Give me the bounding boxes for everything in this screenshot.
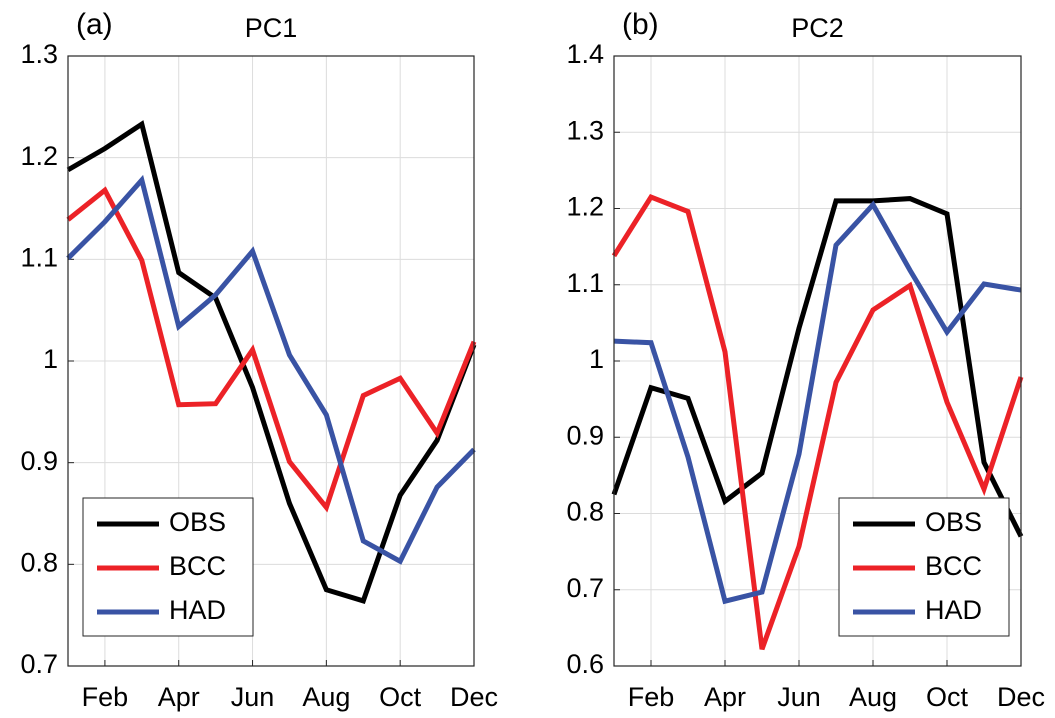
y-tick-label: 0.8 (566, 497, 604, 527)
series-line (66, 174, 476, 565)
x-tick-label: Oct (926, 682, 969, 712)
x-tick-label: Dec (450, 682, 498, 712)
panel-label: (a) (76, 8, 113, 41)
y-tick-label: 0.7 (20, 649, 58, 679)
legend-label: HAD (925, 595, 982, 625)
y-tick-label: 1.1 (20, 242, 58, 272)
y-tick-label: 0.9 (20, 446, 58, 476)
x-tick-label: Apr (704, 682, 746, 712)
series-line (66, 120, 477, 605)
legend-label: OBS (925, 507, 982, 537)
x-tick-label: Dec (997, 682, 1045, 712)
y-tick-label: 1.2 (566, 192, 604, 222)
plot-frame (613, 55, 1022, 667)
x-tick-label: Feb (82, 682, 129, 712)
x-tick-label: Feb (628, 682, 675, 712)
legend-label: BCC (169, 551, 226, 581)
chart-title: PC2 (791, 13, 844, 43)
series-line (611, 196, 1024, 538)
panel-label: (b) (622, 8, 659, 41)
x-tick-label: Oct (379, 682, 422, 712)
y-tick-label: 0.8 (20, 547, 58, 577)
chart-title: PC1 (245, 13, 298, 43)
y-tick-label: 0.6 (566, 649, 604, 679)
x-tick-label: Jun (777, 682, 821, 712)
x-tick-label: Aug (302, 682, 350, 712)
x-tick-label: Jun (231, 682, 275, 712)
series-line (66, 186, 477, 513)
y-tick-label: 1.2 (20, 141, 58, 171)
legend-label: HAD (169, 595, 226, 625)
legend-label: OBS (169, 507, 226, 537)
y-tick-label: 0.7 (566, 573, 604, 603)
y-tick-label: 1 (589, 344, 604, 374)
y-tick-label: 1.4 (566, 39, 604, 69)
y-tick-label: 1.1 (566, 268, 604, 298)
x-tick-label: Aug (849, 682, 897, 712)
x-tick-label: Apr (158, 682, 200, 712)
series-line (613, 200, 1022, 605)
y-tick-label: 1.3 (566, 115, 604, 145)
y-tick-label: 1.3 (20, 39, 58, 69)
plot-frame (67, 55, 475, 667)
y-tick-label: 0.9 (566, 420, 604, 450)
series-line (611, 193, 1024, 651)
legend-label: BCC (925, 551, 982, 581)
y-tick-label: 1 (43, 344, 58, 374)
